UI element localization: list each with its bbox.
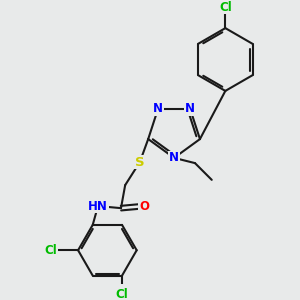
Text: Cl: Cl xyxy=(219,1,232,14)
Text: S: S xyxy=(135,156,145,169)
Text: N: N xyxy=(185,102,195,115)
Text: N: N xyxy=(153,102,163,115)
Text: O: O xyxy=(139,200,149,213)
Text: HN: HN xyxy=(88,200,108,213)
Text: Cl: Cl xyxy=(116,288,128,300)
Text: Cl: Cl xyxy=(44,244,57,257)
Text: N: N xyxy=(169,152,179,164)
